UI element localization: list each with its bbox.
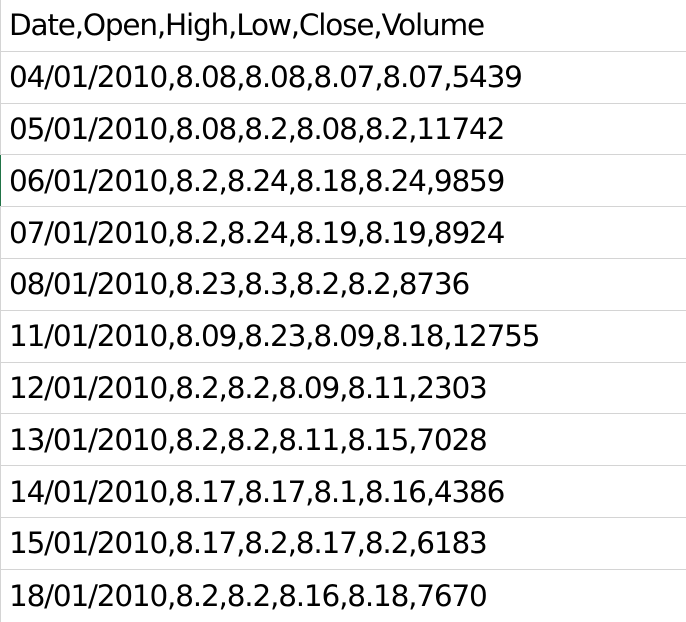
data-row[interactable]: 11/01/2010,8.09,8.23,8.09,8.18,12755 [0,310,686,363]
cell-border [0,466,1,517]
data-cell[interactable]: 04/01/2010,8.08,8.08,8.07,8.07,5439 [9,60,523,95]
data-row[interactable]: 05/01/2010,8.08,8.2,8.08,8.2,11742 [0,103,686,156]
cell-border [0,258,1,310]
data-row[interactable]: 04/01/2010,8.08,8.08,8.07,8.07,5439 [0,51,686,104]
data-row[interactable]: 14/01/2010,8.17,8.17,8.1,8.16,4386 [0,466,686,518]
cell-border [0,569,1,622]
data-row[interactable]: 13/01/2010,8.2,8.2,8.11,8.15,7028 [0,414,686,467]
cell-border [0,362,1,414]
data-cell[interactable]: 13/01/2010,8.2,8.2,8.11,8.15,7028 [9,422,488,457]
data-cell[interactable]: 07/01/2010,8.2,8.24,8.19,8.19,8924 [9,215,505,250]
cell-border [0,51,1,103]
data-cell[interactable]: 18/01/2010,8.2,8.2,8.16,8.18,7670 [9,578,488,613]
cell-border [0,414,1,466]
data-row[interactable]: 07/01/2010,8.2,8.24,8.19,8.19,8924 [0,207,686,259]
cell-border [0,103,1,155]
data-cell[interactable]: 08/01/2010,8.23,8.3,8.2,8.2,8736 [9,267,470,302]
data-cell[interactable]: 05/01/2010,8.08,8.2,8.08,8.2,11742 [9,111,505,146]
cell-border [0,0,1,51]
data-cell[interactable]: 14/01/2010,8.17,8.17,8.1,8.16,4386 [9,474,505,509]
cell-border [0,517,1,569]
data-cell[interactable]: 11/01/2010,8.09,8.23,8.09,8.18,12755 [9,319,540,354]
data-row[interactable]: 15/01/2010,8.17,8.2,8.17,8.2,6183 [0,517,686,570]
data-row[interactable]: 18/01/2010,8.2,8.2,8.16,8.18,7670 [0,569,686,622]
data-cell[interactable]: 06/01/2010,8.2,8.24,8.18,8.24,9859 [9,163,505,198]
data-row-active[interactable]: 06/01/2010,8.2,8.24,8.18,8.24,9859 [0,155,686,208]
data-cell[interactable]: 15/01/2010,8.17,8.2,8.17,8.2,6183 [9,526,488,561]
cell-border [0,310,1,362]
data-cell[interactable]: 12/01/2010,8.2,8.2,8.09,8.11,2303 [9,370,488,405]
header-cell[interactable]: Date,Open,High,Low,Close,Volume [9,8,485,43]
header-row[interactable]: Date,Open,High,Low,Close,Volume [0,0,686,52]
data-row[interactable]: 08/01/2010,8.23,8.3,8.2,8.2,8736 [0,258,686,311]
cell-border [0,207,1,258]
active-cell-border [0,155,1,207]
data-row[interactable]: 12/01/2010,8.2,8.2,8.09,8.11,2303 [0,362,686,415]
